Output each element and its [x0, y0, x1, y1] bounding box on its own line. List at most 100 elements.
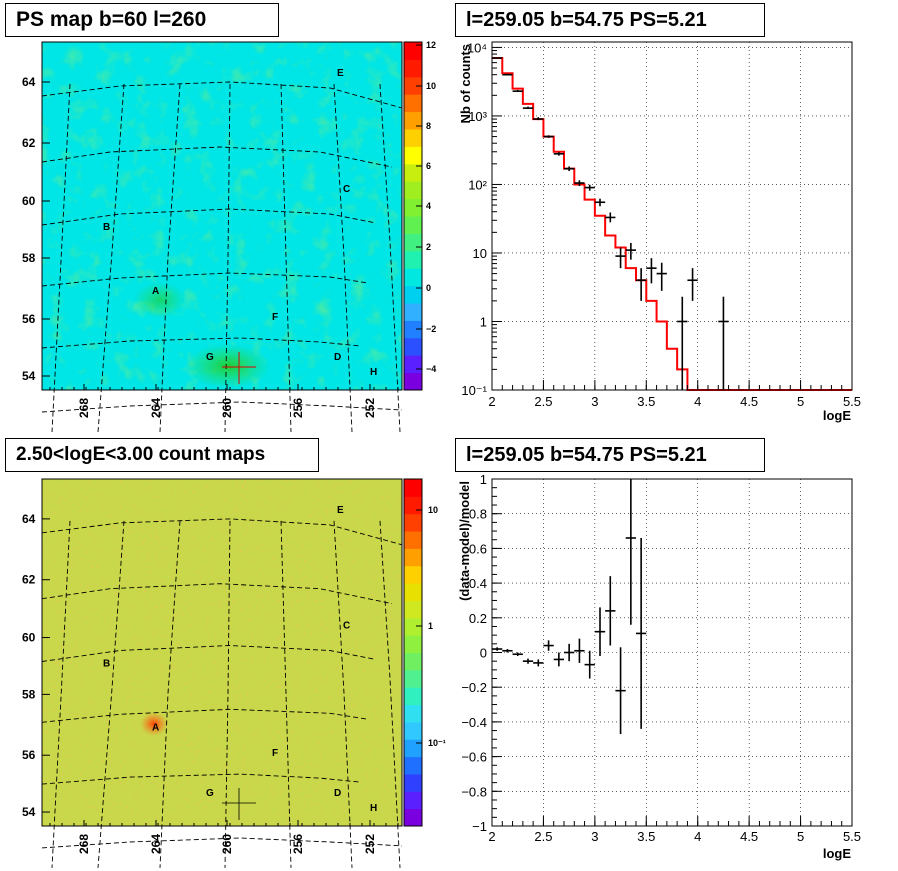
ps-colorbar-tick-label: −4: [426, 364, 436, 374]
ps-meridian-3: [224, 83, 231, 433]
count-colorbar-band: [404, 531, 422, 549]
spectrum-data-point: [636, 268, 647, 301]
cnt-x-tick-label: 256: [291, 834, 305, 854]
residual-axes: 2 2.5 3 3.5 4 4.5 5 5.5 1 0.8 0.6 0.4 0.2 0 −0.2 −0.4 −0…: [461, 472, 861, 844]
ps-x-tick-label: 264: [149, 398, 163, 418]
ps-point-label-e: E: [337, 68, 344, 79]
ps-colorbar-tick-label: 2: [426, 242, 431, 252]
cnt-meridian-5: [333, 520, 353, 868]
spectrum-frame: [491, 41, 853, 391]
spectrum-data-point: [574, 180, 585, 186]
ps-colorbar-band: [404, 181, 422, 200]
count-colorbar-tick-label: 1: [428, 621, 433, 631]
ps-colorbar-tick-label: 12: [426, 40, 436, 50]
ps-colorbar-band: [404, 355, 422, 374]
residual-x-axis-label: logE: [823, 846, 851, 861]
spectrum-panel: 2 2.5 3 3.5 4 4.5 5 5.5 10⁻¹ 1 10 10² 10³ 10⁴ logE Nb…: [458, 40, 861, 423]
ps-colorbar-band: [404, 146, 422, 165]
ps-colorbar-band: [404, 233, 422, 252]
spectrum-x-tick-label: 2: [488, 394, 495, 409]
spectrum-model-line: [492, 57, 852, 391]
ps-colorbar-band: [404, 163, 422, 182]
residual-data-point: [492, 647, 503, 651]
ps-x-tick-label: 256: [291, 398, 305, 418]
spectrum-y-tick-label: 10⁴: [467, 40, 487, 55]
ps-meridian-1: [97, 83, 125, 433]
count-map-x-ticks: 268 264 260 256 252: [49, 820, 399, 854]
count-colorbar-band: [404, 617, 422, 636]
ps-x-tick-label: 252: [363, 398, 377, 418]
ps-colorbar-band: [404, 216, 422, 234]
ps-colorbar-tick-label: 6: [426, 161, 431, 171]
residual-y-tick-label: 0.2: [469, 611, 487, 626]
residual-y-tick-label: 0.4: [469, 576, 487, 591]
cnt-parallel-4: [41, 773, 361, 785]
residual-y-tick-label: −0.4: [461, 715, 487, 730]
count-colorbar-band: [404, 565, 422, 584]
residual-data-point: [605, 576, 616, 646]
residual-data-point: [502, 649, 513, 653]
ps-map-y-ticks: 64 62 60 58 56 54: [22, 75, 50, 383]
ps-y-tick-label: 62: [22, 136, 36, 150]
residual-y-tick-label: −0.2: [461, 680, 487, 695]
ps-colorbar-band: [404, 111, 422, 130]
count-map-frame: [41, 478, 403, 827]
ps-parallel-2: [41, 208, 377, 226]
ps-map-texture: [42, 42, 402, 390]
count-colorbar-frame: [403, 478, 423, 827]
residual-x-tick-label: 2: [488, 829, 495, 844]
residual-data-point: [553, 652, 564, 667]
cnt-parallel-2: [41, 645, 377, 662]
ps-y-tick-label: 56: [22, 312, 36, 326]
count-colorbar-band: [404, 479, 422, 497]
residual-x-tick-label: 2.5: [534, 829, 552, 844]
cnt-parallel-1: [41, 583, 393, 605]
residual-y-tick-label: −0.6: [461, 750, 487, 765]
count-colorbar-band: [404, 687, 422, 706]
count-map-texture-2: [42, 479, 402, 826]
ps-map-cross-marker: [222, 352, 256, 384]
ps-colorbar-tick-label: 10: [426, 81, 436, 91]
ps-parallel-4: [41, 337, 361, 349]
ps-y-tick-label: 54: [22, 369, 36, 383]
spectrum-y-tick-label: 1: [480, 314, 487, 329]
residual-data-point: [574, 638, 585, 663]
cnt-x-tick-label: 264: [149, 834, 163, 854]
ps-point-label-g: G: [206, 352, 214, 363]
cnt-point-label-f: F: [272, 748, 278, 759]
residual-x-tick-label: 3.5: [637, 829, 655, 844]
residual-data-point: [636, 537, 647, 729]
spectrum-title: l=259.05 b=54.75 PS=5.21: [455, 3, 765, 37]
spectrum-y-tick-label: 10²: [468, 177, 487, 192]
residual-y-tick-label: 0.6: [469, 541, 487, 556]
ps-colorbar-band: [404, 372, 422, 391]
ps-x-tick-label: 268: [77, 398, 91, 418]
spectrum-plot-area: [492, 42, 852, 390]
residual-x-tick-label: 4.5: [740, 829, 758, 844]
residual-data-points: [492, 479, 647, 735]
ps-colorbar-band: [404, 59, 422, 78]
count-colorbar-band: [404, 791, 422, 810]
residual-data-point: [584, 650, 595, 679]
cnt-point-label-e: E: [337, 505, 344, 516]
count-colorbar-band: [404, 652, 422, 671]
ps-colorbar-band: [404, 76, 422, 95]
spectrum-y-tick-label: 10³: [468, 109, 487, 124]
spectrum-x-axis-label: logE: [823, 408, 851, 423]
cnt-x-tick-label: 268: [77, 834, 91, 854]
residual-y-axis-label: (data-model)/model: [457, 481, 472, 601]
spectrum-data-point: [605, 212, 616, 223]
residual-y-tick-label: −0.8: [461, 784, 487, 799]
count-colorbar-tick-label: 10⁻¹: [428, 738, 446, 748]
ps-colorbar-band: [404, 250, 422, 269]
count-colorbar-band: [404, 513, 422, 532]
cnt-y-tick-label: 54: [22, 805, 36, 819]
ps-colorbar-band: [404, 42, 422, 60]
count-colorbar-band: [404, 635, 422, 653]
residual-y-tick-label: 1: [480, 472, 487, 487]
cnt-point-label-c: C: [343, 621, 350, 632]
ps-colorbar-band: [404, 268, 422, 287]
ps-colorbar-band: [404, 129, 422, 147]
cnt-meridian-3: [224, 520, 231, 868]
ps-meridian-2: [159, 83, 181, 433]
